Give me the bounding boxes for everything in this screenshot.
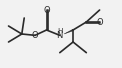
Text: H: H [57, 28, 62, 34]
Text: O: O [43, 6, 50, 15]
Text: O: O [32, 31, 38, 40]
Text: N: N [57, 31, 63, 40]
Text: O: O [96, 17, 103, 27]
Polygon shape [64, 29, 73, 34]
